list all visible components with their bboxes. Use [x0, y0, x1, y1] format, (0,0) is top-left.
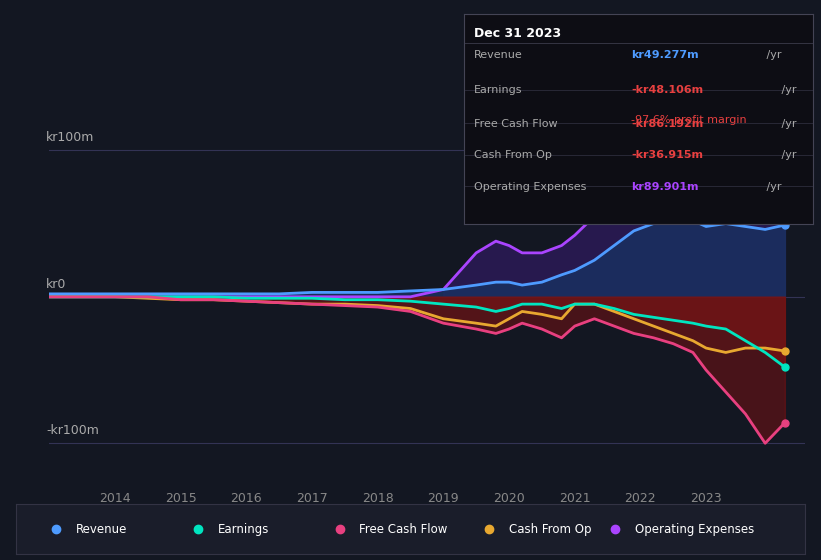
Text: kr89.901m: kr89.901m: [631, 182, 699, 192]
Text: -kr100m: -kr100m: [46, 424, 99, 437]
Text: -97.6% profit margin: -97.6% profit margin: [631, 115, 747, 125]
Text: -kr36.915m: -kr36.915m: [631, 151, 704, 161]
Text: /yr: /yr: [778, 85, 796, 95]
Text: Operating Expenses: Operating Expenses: [475, 182, 587, 192]
Text: Dec 31 2023: Dec 31 2023: [475, 27, 562, 40]
Text: Free Cash Flow: Free Cash Flow: [360, 522, 447, 536]
Text: Operating Expenses: Operating Expenses: [635, 522, 754, 536]
Text: kr100m: kr100m: [46, 132, 94, 144]
Text: -kr86.192m: -kr86.192m: [631, 119, 704, 129]
Text: Earnings: Earnings: [475, 85, 523, 95]
Text: Cash From Op: Cash From Op: [475, 151, 553, 161]
Text: Revenue: Revenue: [76, 522, 127, 536]
Text: -kr48.106m: -kr48.106m: [631, 85, 704, 95]
Text: kr0: kr0: [46, 278, 67, 291]
Text: /yr: /yr: [764, 182, 782, 192]
Text: Cash From Op: Cash From Op: [509, 522, 591, 536]
Text: Earnings: Earnings: [218, 522, 268, 536]
Text: /yr: /yr: [778, 151, 796, 161]
Text: kr49.277m: kr49.277m: [631, 50, 699, 60]
Text: Revenue: Revenue: [475, 50, 523, 60]
Text: Free Cash Flow: Free Cash Flow: [475, 119, 558, 129]
Text: /yr: /yr: [778, 119, 796, 129]
Text: /yr: /yr: [764, 50, 782, 60]
